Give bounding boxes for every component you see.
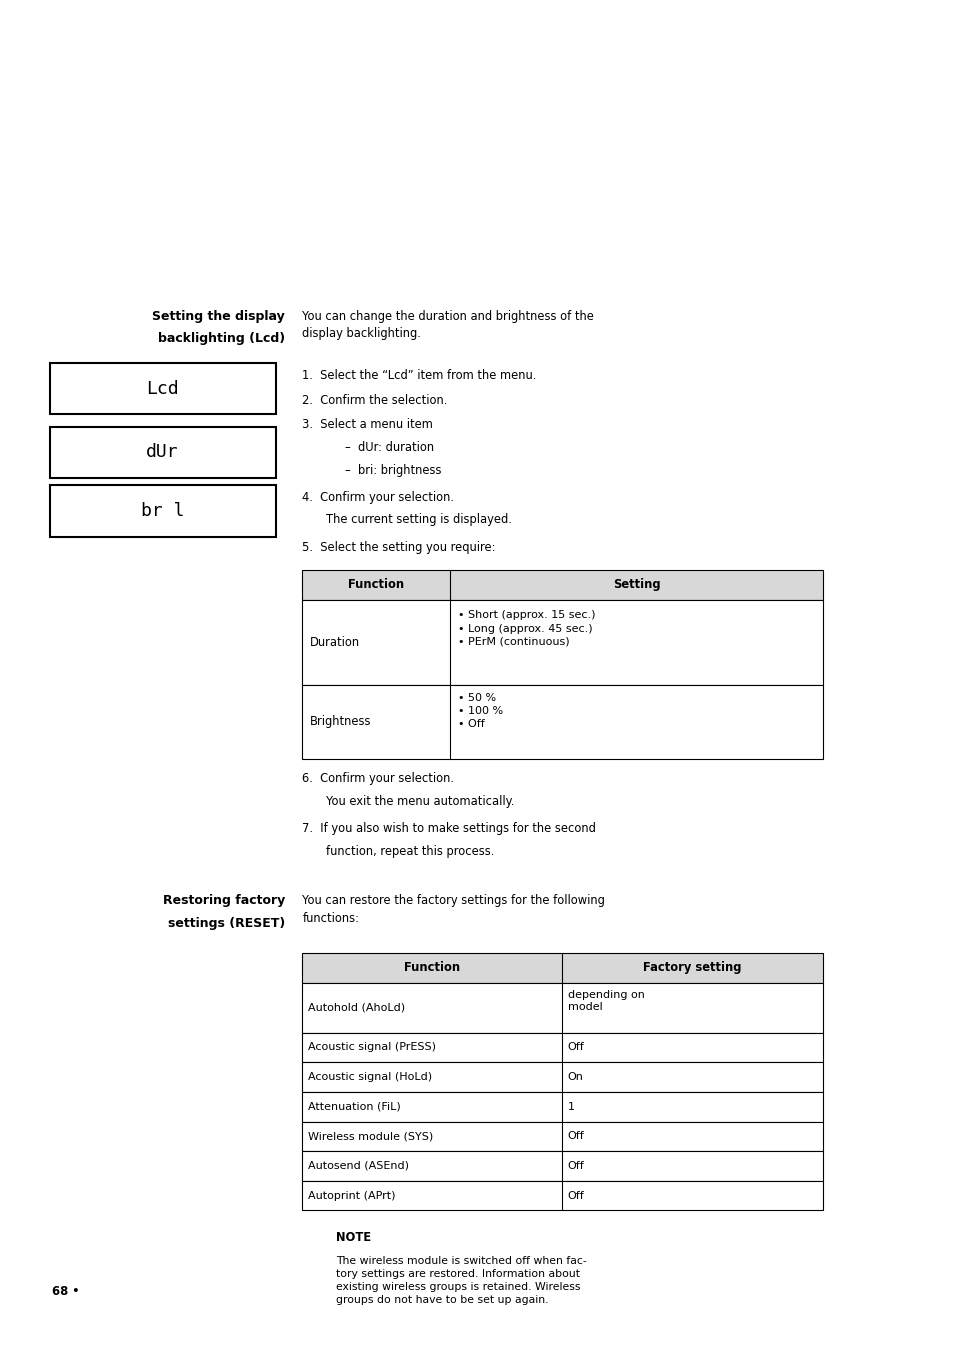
Text: function, repeat this process.: function, repeat this process.: [326, 845, 494, 858]
Text: Acoustic signal (HoLd): Acoustic signal (HoLd): [308, 1072, 432, 1082]
Text: br l: br l: [141, 502, 184, 520]
Text: Attenuation (FiL): Attenuation (FiL): [308, 1102, 400, 1111]
Text: The wireless module is switched off when fac-
tory settings are restored. Inform: The wireless module is switched off when…: [335, 1255, 586, 1305]
Text: 6.  Confirm your selection.: 6. Confirm your selection.: [302, 772, 454, 785]
Text: Wireless module (SYS): Wireless module (SYS): [308, 1131, 433, 1141]
Text: –  bri: brightness: – bri: brightness: [345, 463, 441, 477]
Text: dUr: dUr: [146, 443, 179, 462]
Text: Off: Off: [567, 1191, 584, 1200]
Text: The current setting is displayed.: The current setting is displayed.: [326, 513, 512, 527]
Text: Autoprint (APrt): Autoprint (APrt): [308, 1191, 395, 1200]
Text: 4.  Confirm your selection.: 4. Confirm your selection.: [302, 490, 454, 504]
Bar: [302, 1122, 822, 1152]
Text: Autohold (AhoLd): Autohold (AhoLd): [308, 1002, 405, 1013]
Text: 5.  Select the setting you require:: 5. Select the setting you require:: [302, 540, 496, 554]
Bar: [50, 427, 275, 478]
Text: Lcd: Lcd: [146, 380, 179, 397]
Text: Factory setting: Factory setting: [642, 962, 741, 974]
Text: Acoustic signal (PrESS): Acoustic signal (PrESS): [308, 1043, 436, 1052]
Text: Brightness: Brightness: [310, 715, 371, 729]
Text: depending on
model: depending on model: [567, 990, 644, 1012]
Text: NOTE: NOTE: [335, 1231, 371, 1243]
Bar: [302, 1033, 822, 1063]
Bar: [302, 1092, 822, 1122]
Text: Off: Off: [567, 1131, 584, 1141]
Text: backlighting (Lcd): backlighting (Lcd): [158, 333, 285, 345]
Text: Duration: Duration: [310, 636, 360, 649]
Text: You can change the duration and brightness of the
display backlighting.: You can change the duration and brightne…: [302, 310, 594, 341]
Text: –  dUr: duration: – dUr: duration: [345, 440, 434, 454]
Text: Restoring factory: Restoring factory: [163, 894, 285, 908]
Text: Function: Function: [404, 962, 459, 974]
Text: • Short (approx. 15 sec.)
• Long (approx. 45 sec.)
• PErM (continuous): • Short (approx. 15 sec.) • Long (approx…: [457, 610, 595, 647]
Text: settings (RESET): settings (RESET): [168, 917, 285, 929]
Bar: [302, 570, 822, 599]
Bar: [302, 1181, 822, 1211]
Bar: [302, 684, 822, 758]
Bar: [50, 485, 275, 536]
Text: On: On: [567, 1072, 583, 1082]
Text: Off: Off: [567, 1043, 584, 1052]
Bar: [302, 599, 822, 684]
Bar: [302, 1152, 822, 1181]
Text: Function: Function: [348, 578, 404, 591]
Text: 3.  Select a menu item: 3. Select a menu item: [302, 419, 433, 431]
Text: 1: 1: [567, 1102, 574, 1111]
Bar: [50, 364, 275, 415]
Text: Off: Off: [567, 1161, 584, 1171]
Text: 7.  If you also wish to make settings for the second: 7. If you also wish to make settings for…: [302, 822, 596, 835]
Text: You exit the menu automatically.: You exit the menu automatically.: [326, 795, 514, 808]
Bar: [302, 954, 822, 983]
Text: Setting the display: Setting the display: [152, 310, 285, 323]
Text: Autosend (ASEnd): Autosend (ASEnd): [308, 1161, 409, 1171]
Text: You can restore the factory settings for the following
functions:: You can restore the factory settings for…: [302, 894, 604, 925]
Text: 2.  Confirm the selection.: 2. Confirm the selection.: [302, 393, 447, 407]
Text: Setting: Setting: [613, 578, 659, 591]
Bar: [302, 983, 822, 1033]
Text: 1.  Select the “Lcd” item from the menu.: 1. Select the “Lcd” item from the menu.: [302, 369, 537, 381]
Text: • 50 %
• 100 %
• Off: • 50 % • 100 % • Off: [457, 692, 502, 729]
Bar: [302, 1063, 822, 1092]
Text: 68 •: 68 •: [52, 1285, 80, 1299]
